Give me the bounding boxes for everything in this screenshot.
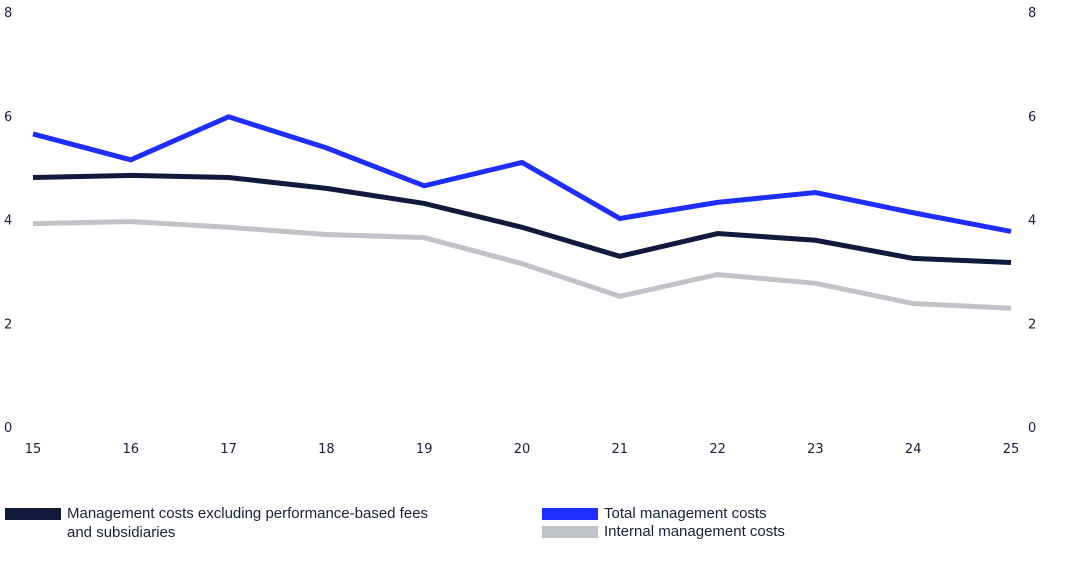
series-line [32,219,1012,311]
y2-tick-label: 4 [1028,214,1036,229]
legend-label: Management costs excluding performance-b… [67,505,429,541]
x-tick-label: 18 [318,442,335,457]
y-tick-label: 0 [4,421,12,436]
x-tick-label: 19 [416,442,433,457]
legend-label: Total management costs [604,505,767,522]
legend-label: Internal management costs [604,523,785,540]
x-tick-label: 24 [905,442,922,457]
legend-item-total: Total management costs [542,504,767,523]
y-tick-label: 6 [4,110,12,125]
y2-tick-label: 6 [1028,110,1036,125]
legend-swatch [542,508,598,520]
y-tick-label: 2 [4,317,12,332]
x-tick-label: 21 [612,442,629,457]
x-tick-label: 22 [709,442,726,457]
x-tick-label: 15 [25,442,42,457]
y-tick-label: 4 [4,214,12,229]
legend-swatch [542,526,598,538]
x-tick-label: 16 [123,442,140,457]
y2-tick-label: 8 [1028,6,1036,21]
legend-swatch [5,508,61,520]
series-line [32,172,1012,266]
y2-tick-label: 2 [1028,317,1036,332]
y-tick-label: 8 [4,6,12,21]
y2-tick-label: 0 [1028,421,1036,436]
legend-item-excl-performance: Management costs excluding performance-b… [5,504,445,542]
legend-item-internal: Internal management costs [542,522,785,541]
series-line [32,114,1012,234]
x-tick-label: 23 [807,442,824,457]
x-tick-label: 20 [514,442,531,457]
x-tick-label: 25 [1003,442,1020,457]
x-tick-label: 17 [220,442,237,457]
